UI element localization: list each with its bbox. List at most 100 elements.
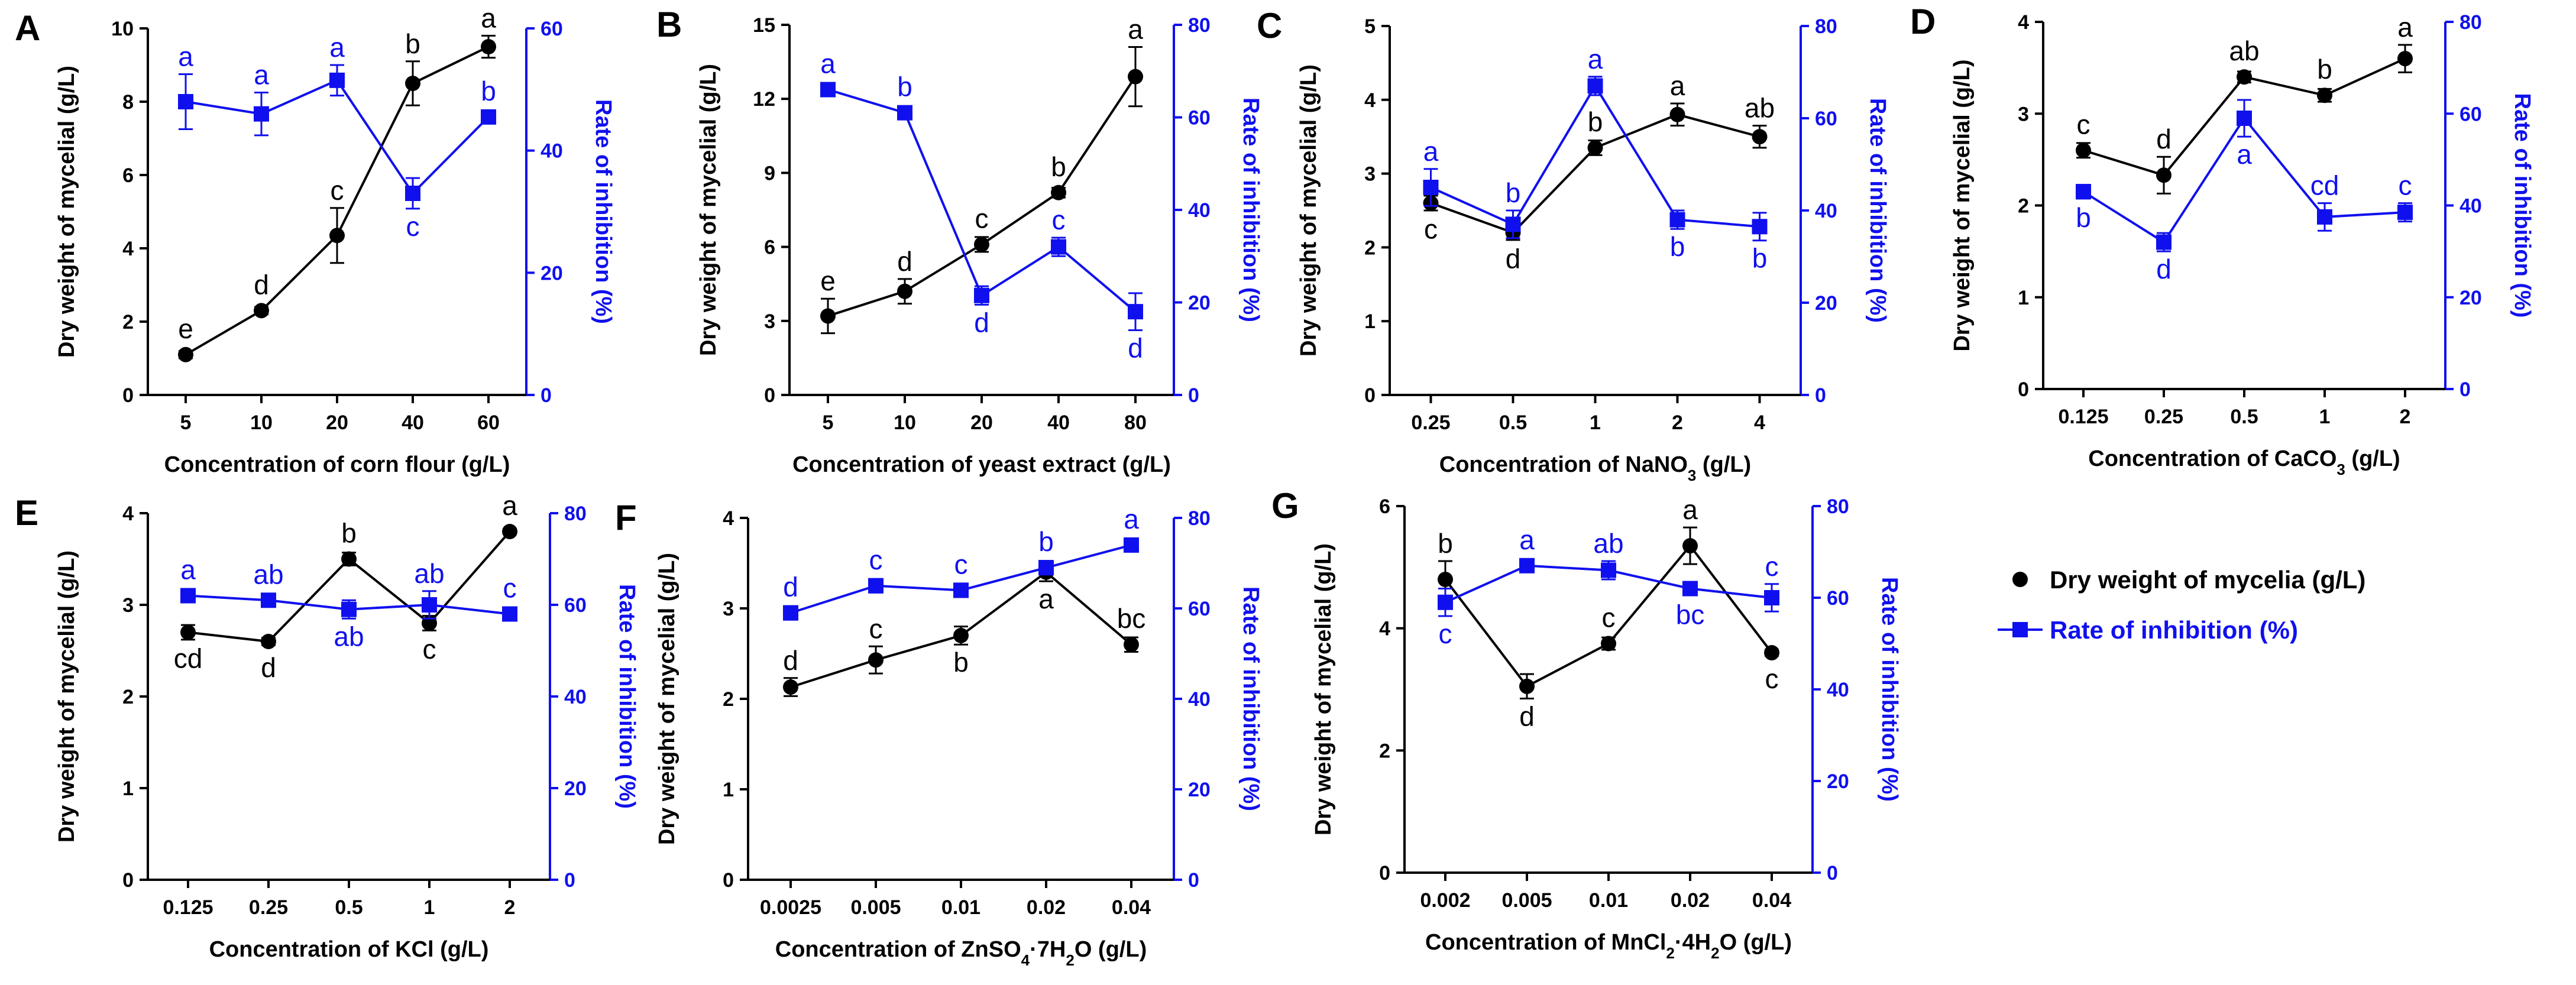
right-tick-label: 0	[1188, 869, 1199, 892]
inhibition-point	[2317, 209, 2332, 225]
inhibition-significance-label: c	[869, 545, 883, 575]
right-tick-label: 60	[1188, 598, 1211, 620]
weight-significance-label: c	[1424, 214, 1438, 245]
inhibition-significance-label: a	[1124, 504, 1139, 534]
right-tick-label: 40	[1188, 199, 1211, 222]
weight-point	[261, 634, 276, 649]
weight-point	[1124, 637, 1139, 653]
x-axis-title: Concentration of corn flour (g/L)	[164, 452, 510, 477]
inhibition-significance-label: c	[1765, 551, 1779, 582]
left-axis-title: Dry weight of mycelial (g/L)	[54, 66, 79, 358]
weight-point	[1128, 69, 1143, 85]
right-tick-label: 60	[2460, 103, 2482, 125]
left-axis-title: Dry weight of mycelial (g/L)	[1296, 64, 1321, 357]
x-tick-label: 0.005	[850, 896, 901, 919]
weight-point	[820, 308, 836, 324]
weight-significance-label: d	[1506, 243, 1521, 274]
x-tick-label: 2	[1672, 412, 1683, 434]
right-tick-label: 80	[2460, 11, 2482, 34]
inhibition-series-line	[827, 88, 1137, 313]
left-tick-label: 8	[122, 91, 134, 114]
inhibition-point	[1764, 590, 1779, 605]
x-tick-label: 5	[823, 412, 834, 434]
left-tick-label: 6	[122, 164, 134, 187]
left-tick-label: 6	[1379, 495, 1390, 518]
x-axis-title: Concentration of MnCl2·4H2O (g/L)	[1425, 930, 1792, 962]
x-tick-label: 0.02	[1027, 896, 1066, 919]
right-tick-label: 20	[1827, 770, 1849, 793]
right-tick-label: 60	[1188, 107, 1211, 129]
inhibition-significance-label: b	[1038, 526, 1054, 557]
x-tick-label: 0.04	[1112, 896, 1151, 919]
left-axis-title: Dry weight of mycelial (g/L)	[1311, 543, 1336, 835]
inhibition-significance-label: b	[897, 72, 912, 102]
left-tick-label: 0	[122, 384, 134, 407]
inhibition-significance-label: c	[503, 573, 517, 604]
panel-letter: A	[15, 8, 40, 48]
right-tick-label: 80	[1815, 15, 1837, 38]
inhibition-significance-label: a	[2237, 139, 2252, 170]
right-tick-label: 60	[1815, 108, 1837, 130]
left-tick-label: 0	[764, 384, 775, 407]
right-axis-title: Rate of inhibition (%)	[1238, 98, 1263, 322]
inhibition-point	[1038, 560, 1054, 576]
right-tick-label: 20	[1815, 292, 1837, 315]
right-axis-title: Rate of inhibition (%)	[1865, 98, 1890, 323]
weight-significance-label: c	[869, 613, 883, 644]
left-tick-label: 4	[122, 238, 134, 260]
left-tick-label: 0	[1379, 862, 1390, 884]
weight-significance-label: bc	[1117, 603, 1146, 634]
left-tick-label: 1	[1364, 310, 1376, 333]
weight-point	[1764, 645, 1779, 660]
inhibition-point	[341, 601, 357, 617]
inhibition-significance-label: a	[1519, 524, 1535, 555]
weight-significance-label: e	[820, 265, 836, 296]
left-tick-label: 1	[122, 777, 134, 800]
inhibition-point	[897, 105, 912, 121]
weight-point	[974, 236, 989, 252]
right-tick-label: 20	[2460, 287, 2482, 309]
x-tick-label: 4	[1754, 412, 1765, 434]
left-tick-label: 4	[1379, 618, 1390, 640]
panel-letter: B	[656, 5, 682, 44]
inhibition-significance-label: a	[329, 32, 345, 63]
weight-significance-label: d	[254, 269, 269, 300]
weight-significance-label: b	[1438, 528, 1453, 559]
weight-significance-label: a	[2397, 12, 2413, 43]
x-tick-label: 0.02	[1671, 889, 1710, 912]
x-tick-label: 0.005	[1501, 889, 1552, 912]
inhibition-point	[2156, 234, 2172, 250]
weight-significance-label: d	[2156, 124, 2172, 154]
left-axis-title: Dry weight of mycelial (g/L)	[1950, 59, 1975, 351]
inhibition-significance-label: ab	[414, 558, 444, 589]
inhibition-point	[2237, 111, 2252, 127]
weight-point	[783, 679, 798, 695]
weight-significance-label: d	[783, 645, 798, 676]
legend: Dry weight of mycelia (g/L) Rate of inhi…	[1998, 566, 2365, 644]
legend-inhibition-marker	[2012, 622, 2028, 637]
x-tick-label: 40	[402, 412, 424, 434]
inhibition-point	[1752, 219, 1768, 235]
x-tick-label: 0.01	[1589, 889, 1628, 912]
weight-significance-label: b	[1588, 106, 1603, 137]
right-tick-label: 20	[541, 262, 563, 284]
inhibition-point	[953, 582, 969, 598]
inhibition-point	[178, 94, 193, 109]
left-tick-label: 3	[2018, 103, 2029, 125]
inhibition-point	[2076, 184, 2091, 200]
right-axis-title: Rate of inhibition (%)	[1238, 587, 1263, 811]
weight-significance-label: cd	[174, 643, 203, 674]
inhibition-point	[422, 597, 437, 613]
weight-significance-label: b	[953, 647, 969, 678]
left-tick-label: 3	[723, 598, 734, 620]
weight-point	[2076, 142, 2091, 158]
weight-point	[1051, 184, 1066, 200]
left-axis-title: Dry weight of mycelial (g/L)	[696, 64, 721, 356]
weight-significance-label: a	[502, 490, 517, 521]
inhibition-significance-label: d	[2156, 254, 2172, 284]
weight-significance-label: b	[1051, 151, 1066, 182]
right-tick-label: 0	[1815, 384, 1826, 407]
inhibition-significance-label: c	[1439, 618, 1452, 649]
